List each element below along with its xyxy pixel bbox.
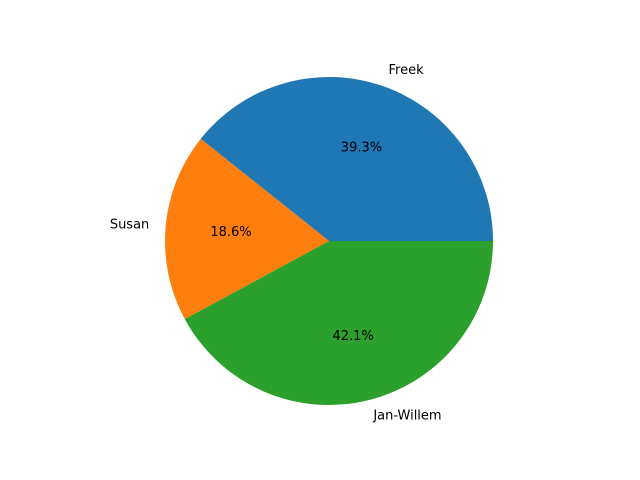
pie-slices [165, 76, 494, 405]
pie-labels: Freek 39.3% Susan 18.6% Jan-Willem 42.1% [110, 63, 442, 423]
slice-percent-label: 18.6% [210, 225, 251, 240]
pie-slice-freek [200, 76, 493, 241]
slice-percent-label: 42.1% [333, 329, 374, 344]
slice-label: Freek [389, 63, 425, 78]
slice-percent-label: 39.3% [341, 141, 382, 156]
pie-slice-jan-willem [184, 241, 494, 405]
slice-label: Jan-Willem [372, 408, 441, 423]
slice-label: Susan [110, 218, 149, 233]
pie-slice-susan [165, 138, 329, 320]
